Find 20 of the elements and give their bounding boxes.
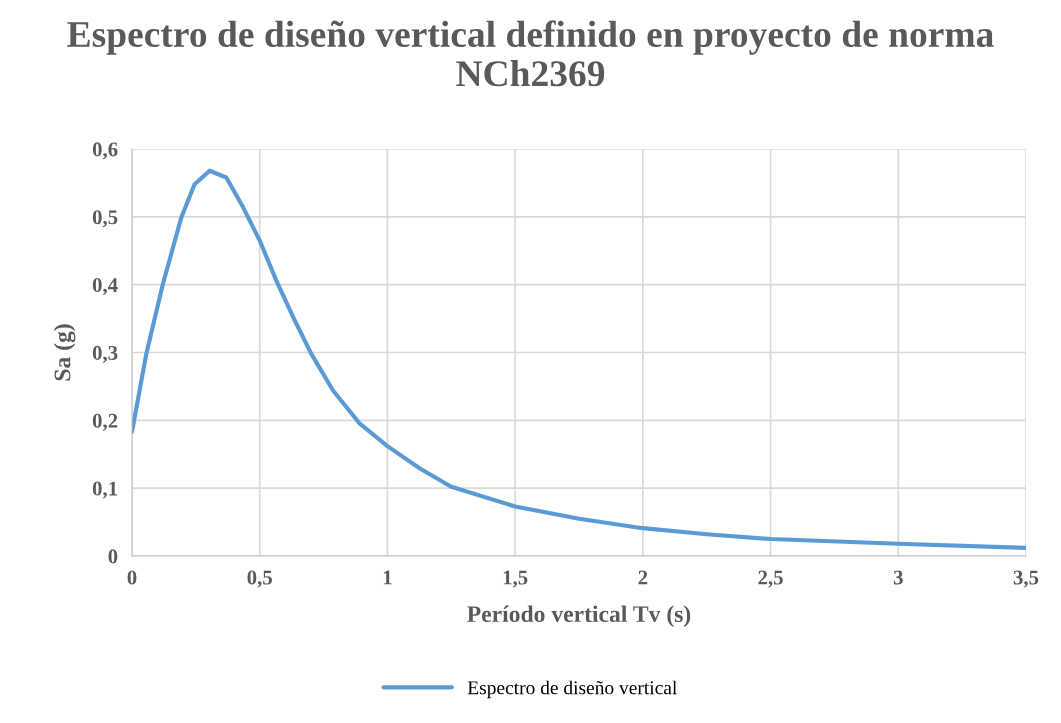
x-tick-label: 0,5 — [247, 570, 272, 588]
line-series — [132, 168, 1026, 550]
legend-label: Espectro de diseño vertical — [467, 680, 677, 699]
x-tick-label: 1 — [383, 570, 392, 585]
x-tick-label: 1,5 — [503, 570, 528, 588]
x-axis-title: Período vertical Tv (s) — [467, 605, 691, 627]
x-tick-label: 0 — [127, 570, 137, 585]
x-tick-label: 2 — [638, 570, 648, 585]
x-tick-label: 3,5 — [1013, 570, 1039, 588]
y-tick-label: 0,6 — [92, 142, 118, 160]
x-tick-label: 2,5 — [758, 570, 783, 588]
y-tick-label: 0,4 — [92, 278, 118, 296]
x-tick-label: 3 — [893, 570, 903, 585]
y-tick-label: 0,2 — [92, 413, 118, 431]
chart-title: Espectro de diseño vertical definido en proyecto de norma NCh2369 — [67, 20, 994, 87]
y-tick-label: 0,1 — [92, 481, 118, 499]
y-tick-label: 0 — [108, 549, 118, 564]
y-tick-label: 0,5 — [92, 210, 118, 228]
y-tick-label: 0,3 — [92, 345, 118, 363]
y-axis-title: Sa (g) — [53, 324, 76, 381]
